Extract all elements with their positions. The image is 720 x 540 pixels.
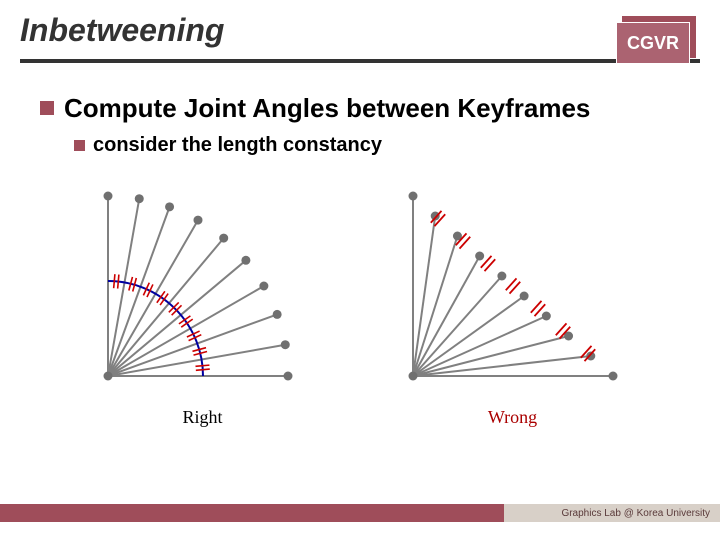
diagram-right: Right (78, 181, 328, 428)
footer-bar: Graphics Lab @ Korea University (0, 504, 720, 522)
badge: CGVR (616, 22, 690, 64)
heading-row: Compute Joint Angles between Keyframes (40, 93, 680, 124)
diagram-wrong: Wrong (383, 181, 643, 428)
slide-title: Inbetweening (20, 12, 700, 49)
footer-left (0, 504, 504, 522)
heading-text: Compute Joint Angles between Keyframes (64, 93, 590, 124)
bullet-square-icon (40, 101, 54, 115)
subheading-row: consider the length constancy (74, 134, 680, 157)
bullet-square-small-icon (74, 140, 85, 151)
caption-right: Right (78, 407, 328, 428)
fan-diagram-wrong (383, 181, 643, 401)
footer-right: Graphics Lab @ Korea University (504, 504, 720, 522)
subheading-text: consider the length constancy (93, 134, 382, 157)
fan-diagram-right (78, 181, 328, 401)
badge-label: CGVR (616, 22, 690, 64)
caption-wrong: Wrong (383, 407, 643, 428)
